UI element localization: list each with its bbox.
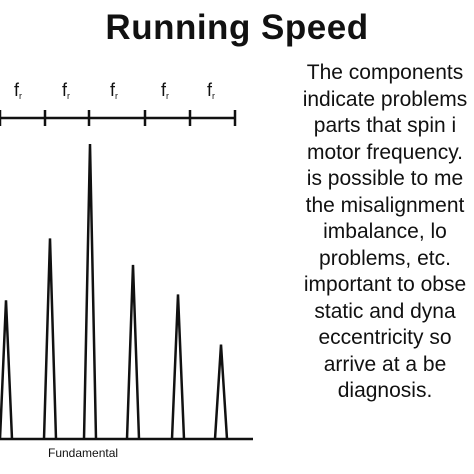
description-line: motor frequency.: [306, 140, 463, 164]
ruler-ticks: [0, 110, 237, 126]
description-line: indicate problems: [302, 87, 468, 111]
description-line: diagnosis.: [337, 379, 433, 402]
spectrum-peak: [125, 264, 141, 440]
description-line: static and dyna: [314, 299, 456, 323]
spectrum-peak: [0, 300, 14, 440]
harmonic-spacing-label: fr: [110, 80, 119, 101]
description-line: is possible to me: [306, 167, 464, 190]
harmonic-spacing-label: fr: [14, 80, 23, 101]
description-line: eccentricity so: [318, 326, 452, 349]
description-text: The components indicate problems parts tha…: [280, 60, 474, 405]
harmonic-spacing-label: fr: [161, 80, 170, 101]
description-line: arrive at a be: [323, 352, 447, 376]
harmonic-spacing-label: fr: [62, 80, 71, 101]
description-line: problems, etc.: [319, 246, 451, 270]
spectrum-peak: [213, 344, 229, 440]
spectrum-peak: [82, 143, 98, 440]
fundamental-label: Fundamental: [48, 446, 119, 460]
harmonic-spacing-label: fr: [207, 80, 216, 101]
description-line: the misalignment: [305, 193, 465, 217]
spectrum-peak: [42, 238, 58, 440]
spectrum-peak: [170, 294, 186, 440]
description-line: The components: [306, 61, 464, 84]
description-line: important to obse: [303, 273, 467, 296]
spectrum-peaks: [0, 143, 229, 440]
page-title: Running Speed: [105, 8, 369, 47]
description-line: imbalance, lo: [323, 220, 447, 243]
description-line: parts that spin i: [313, 114, 457, 137]
